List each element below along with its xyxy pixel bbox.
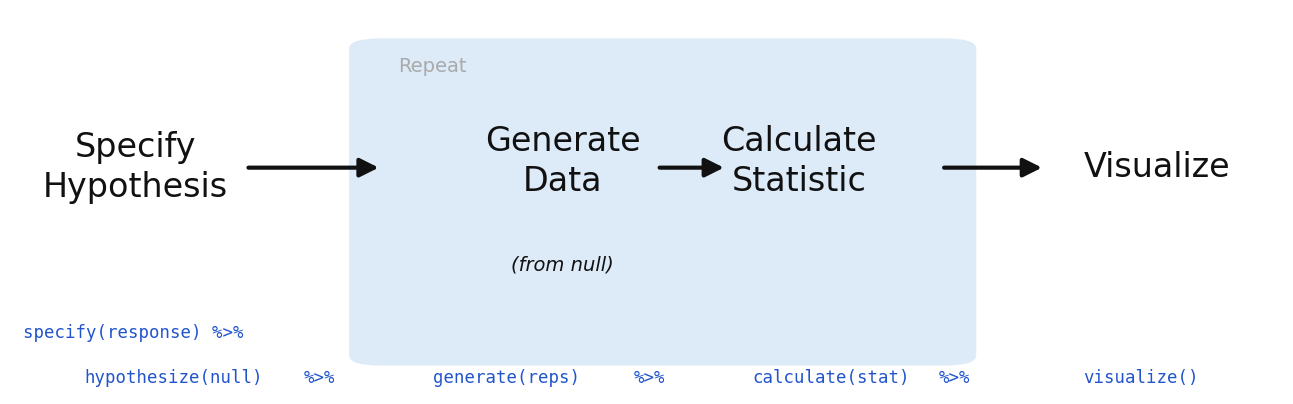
Text: Specify
Hypothesis: Specify Hypothesis (43, 131, 229, 204)
Text: Generate
Data: Generate Data (485, 125, 640, 198)
Text: specify(response) %>%: specify(response) %>% (23, 324, 244, 342)
Text: generate(reps): generate(reps) (433, 369, 581, 387)
Text: visualize(): visualize() (1084, 369, 1199, 387)
Text: Visualize: Visualize (1084, 151, 1231, 184)
Text: %>%: %>% (634, 369, 665, 387)
FancyBboxPatch shape (349, 38, 976, 366)
Text: %>%: %>% (304, 369, 335, 387)
Text: hypothesize(null): hypothesize(null) (84, 369, 262, 387)
Text: Calculate
Statistic: Calculate Statistic (721, 125, 877, 198)
Text: Repeat: Repeat (398, 57, 467, 76)
Text: %>%: %>% (939, 369, 970, 387)
Text: (from null): (from null) (511, 255, 614, 274)
Text: calculate(stat): calculate(stat) (753, 369, 910, 387)
